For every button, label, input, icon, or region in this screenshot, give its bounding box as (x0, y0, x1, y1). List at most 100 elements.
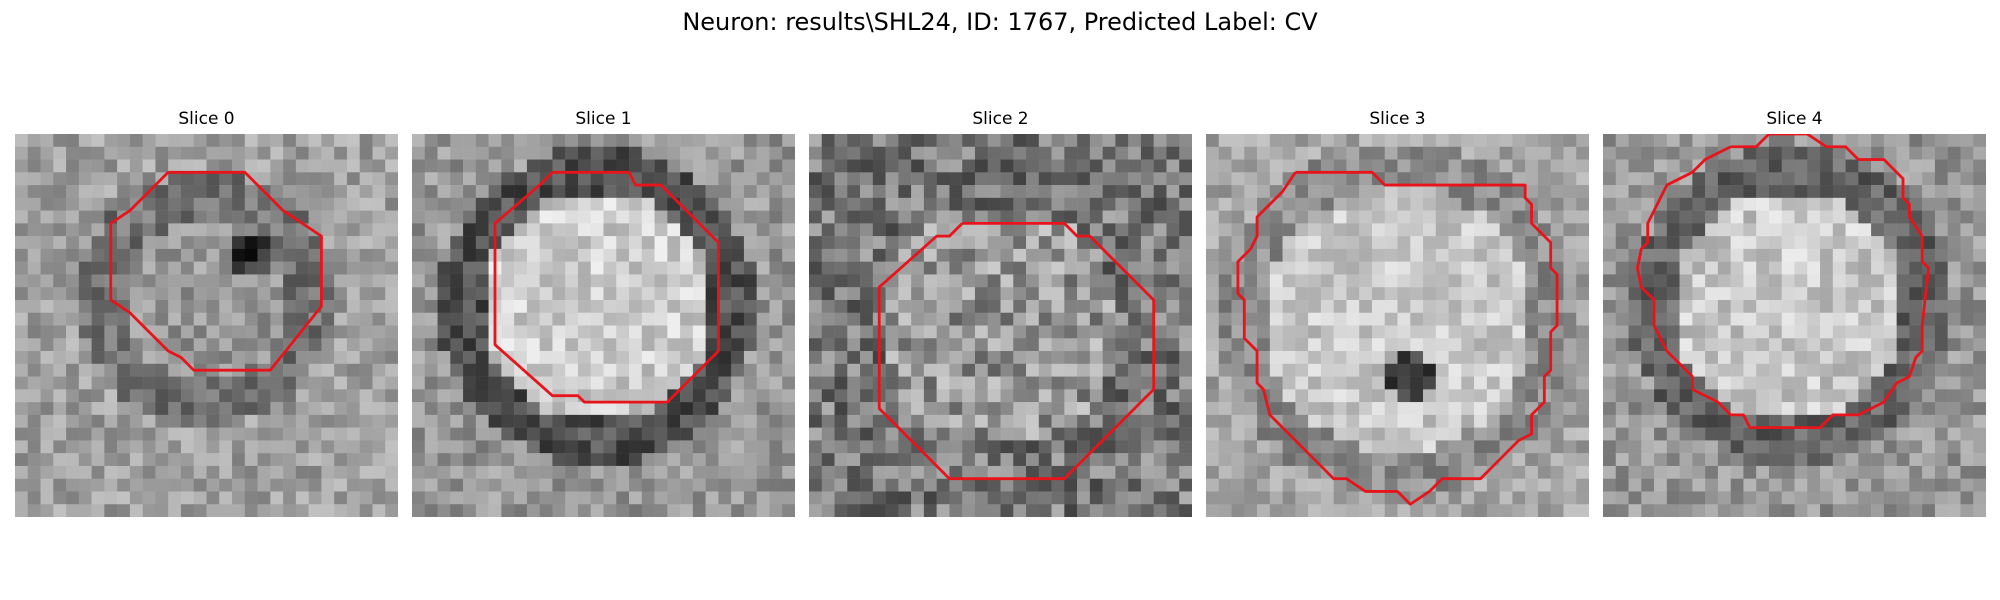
pixel (1410, 210, 1424, 224)
pixel (1051, 248, 1065, 262)
pixel (1244, 172, 1258, 186)
pixel (168, 376, 182, 390)
pixel (1166, 261, 1180, 275)
pixel (616, 325, 630, 339)
pixel (168, 172, 182, 186)
pixel (1692, 402, 1706, 416)
pixel (66, 440, 80, 454)
pixel (1371, 465, 1385, 479)
pixel (1448, 248, 1462, 262)
pixel (565, 427, 579, 441)
pixel (78, 351, 92, 365)
pixel (1359, 236, 1373, 250)
pixel (424, 440, 438, 454)
pixel (270, 236, 284, 250)
pixel (346, 351, 360, 365)
pixel (334, 223, 348, 237)
pixel (1077, 491, 1091, 505)
pixel (705, 478, 719, 492)
pixel (1717, 287, 1731, 301)
pixel (1346, 197, 1360, 211)
pixel (308, 427, 322, 441)
pixel (1102, 159, 1116, 173)
pixel (1423, 248, 1437, 262)
pixel (847, 210, 861, 224)
pixel (654, 402, 668, 416)
pixel (577, 159, 591, 173)
pixel (590, 210, 604, 224)
pixel (923, 312, 937, 326)
pixel (949, 236, 963, 250)
pixel (1115, 402, 1129, 416)
pixel (283, 389, 297, 403)
pixel (1858, 363, 1872, 377)
pixel (1654, 325, 1668, 339)
pixel (372, 197, 386, 211)
pixel (1537, 210, 1551, 224)
pixel (1435, 261, 1449, 275)
pixel (1333, 376, 1347, 390)
pixel (577, 338, 591, 352)
pixel (450, 223, 464, 237)
pixel (641, 210, 655, 224)
pixel (1474, 414, 1488, 428)
pixel (1717, 172, 1731, 186)
pixel (219, 261, 233, 275)
pixel (142, 363, 156, 377)
pixel (731, 299, 745, 313)
pixel (1794, 210, 1808, 224)
pixel (463, 248, 477, 262)
pixel (1679, 465, 1693, 479)
pixel (372, 236, 386, 250)
pixel (257, 338, 271, 352)
pixel (1128, 299, 1142, 313)
pixel (1525, 363, 1539, 377)
pixel (782, 351, 795, 365)
pixel (91, 363, 105, 377)
pixel (104, 159, 118, 173)
pixel (1654, 146, 1668, 160)
pixel (295, 363, 309, 377)
pixel (1397, 363, 1411, 377)
pixel (603, 478, 617, 492)
slice-image (809, 134, 1192, 517)
pixel (1244, 453, 1258, 467)
pixel (1781, 363, 1795, 377)
pixel (731, 325, 745, 339)
pixel (155, 427, 169, 441)
pixel (104, 453, 118, 467)
pixel (1730, 363, 1744, 377)
pixel (1064, 363, 1078, 377)
pixel (424, 427, 438, 441)
pixel (295, 389, 309, 403)
pixel (1922, 210, 1936, 224)
pixel (40, 248, 54, 262)
pixel (1705, 223, 1719, 237)
pixel (654, 261, 668, 275)
pixel (1013, 338, 1027, 352)
pixel (1730, 414, 1744, 428)
pixel (1794, 376, 1808, 390)
pixel (193, 185, 207, 199)
pixel (219, 453, 233, 467)
pixel (782, 389, 795, 403)
pixel (1371, 299, 1385, 313)
pixel (1218, 159, 1232, 173)
pixel (1486, 210, 1500, 224)
pixel (552, 299, 566, 313)
pixel (193, 414, 207, 428)
pixel (1257, 185, 1271, 199)
pixel (1603, 236, 1617, 250)
pixel (974, 465, 988, 479)
pixel (1308, 287, 1322, 301)
pixel (667, 248, 681, 262)
pixel (1871, 504, 1885, 517)
pixel (1781, 402, 1795, 416)
pixel (334, 325, 348, 339)
pixel (1499, 210, 1513, 224)
pixel (1153, 261, 1167, 275)
pixel (475, 453, 489, 467)
pixel (1730, 491, 1744, 505)
pixel (1743, 414, 1757, 428)
pixel (1282, 312, 1296, 326)
